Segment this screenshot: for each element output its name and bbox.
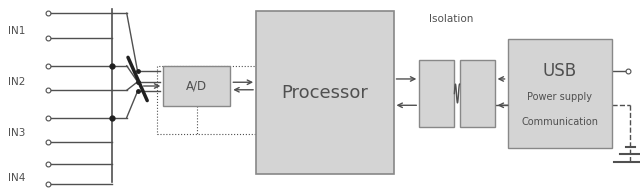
Text: IN4: IN4 bbox=[8, 173, 25, 183]
Text: Communication: Communication bbox=[521, 117, 598, 127]
Text: Isolation: Isolation bbox=[429, 14, 474, 24]
Bar bbox=[256, 11, 394, 174]
Text: Power supply: Power supply bbox=[527, 92, 592, 102]
Bar bbox=[419, 60, 454, 127]
Text: USB: USB bbox=[543, 62, 577, 80]
Bar bbox=[508, 39, 612, 148]
Bar bbox=[460, 60, 495, 127]
Bar bbox=[157, 66, 307, 134]
Bar bbox=[163, 66, 230, 106]
Text: IN3: IN3 bbox=[8, 127, 25, 138]
Text: Processor: Processor bbox=[282, 84, 368, 102]
Text: IN2: IN2 bbox=[8, 77, 25, 87]
Text: A/D: A/D bbox=[186, 80, 207, 92]
Text: IN1: IN1 bbox=[8, 26, 25, 36]
